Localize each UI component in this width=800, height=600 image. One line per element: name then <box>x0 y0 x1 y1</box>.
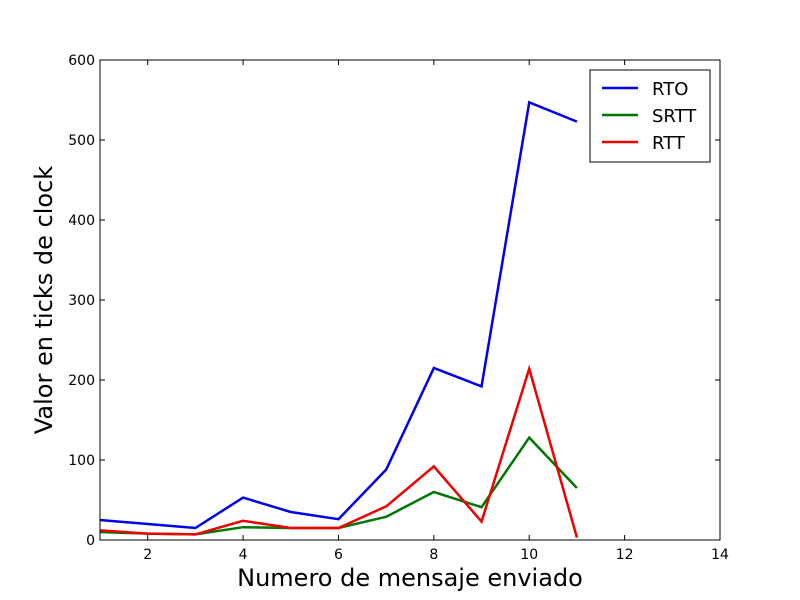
x-axis-label: Numero de mensaje enviado <box>237 564 583 592</box>
x-tick-label: 6 <box>334 547 343 563</box>
y-tick-label: 600 <box>68 53 95 69</box>
x-tick-label: 10 <box>520 547 538 563</box>
x-tick-label: 14 <box>711 547 729 563</box>
plot-area <box>99 100 579 538</box>
y-axis-label: Valor en ticks de clock <box>30 166 58 434</box>
x-tick-label: 2 <box>143 547 152 563</box>
y-tick-label: 500 <box>68 133 95 149</box>
series-line-rto <box>99 100 578 530</box>
legend-label-rto: RTO <box>652 79 688 100</box>
y-tick-label: 0 <box>86 533 95 549</box>
series-line-rtt <box>99 364 579 538</box>
y-tick-label: 400 <box>68 213 95 229</box>
legend-label-rtt: RTT <box>652 133 686 154</box>
legend: RTO SRTT RTT <box>589 69 711 163</box>
x-tick-label: 4 <box>239 547 248 563</box>
y-tick-label: 300 <box>68 293 95 309</box>
x-tick-label: 8 <box>429 547 438 563</box>
y-tick-label: 200 <box>68 373 95 389</box>
axis-ticks: 2 4 6 8 10 12 14 0 100 200 300 400 500 600 <box>68 53 729 563</box>
x-tick-label: 12 <box>616 547 634 563</box>
legend-label-srtt: SRTT <box>652 106 697 127</box>
y-tick-label: 100 <box>68 453 95 469</box>
